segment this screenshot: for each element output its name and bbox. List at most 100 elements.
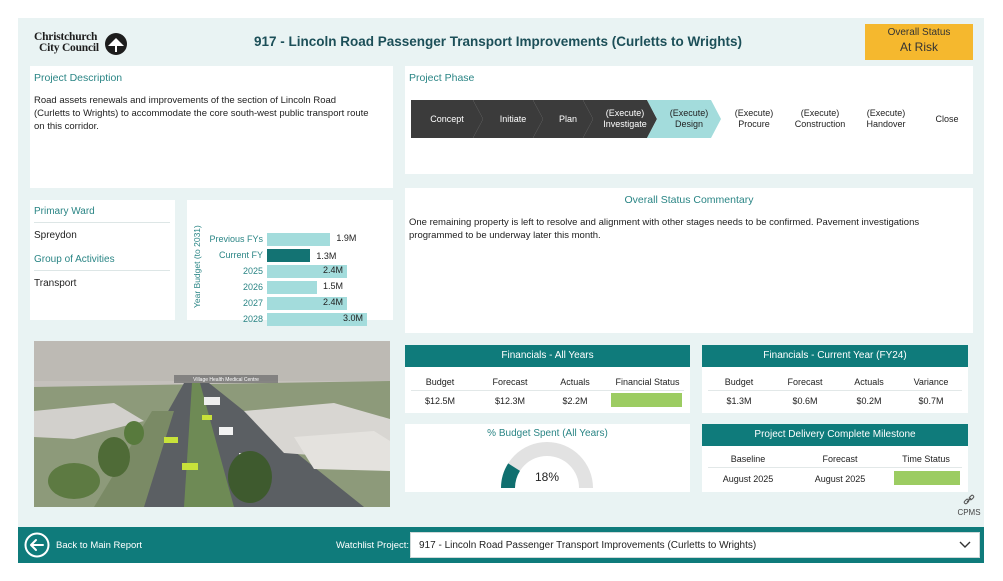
budget-bar[interactable]	[267, 233, 331, 246]
financials-all-years-card: Financials - All Years Budget Forecast A…	[405, 345, 690, 413]
budget-bar-area: Previous FYs 1.9M Current FY 1.3M 2025 2.4M 20…	[187, 200, 393, 326]
bar-value-label: 1.3M	[316, 251, 337, 261]
phase-step-line2: Construction	[794, 119, 846, 129]
overall-status-label: Overall Status	[887, 27, 951, 38]
budget-bar[interactable]	[267, 313, 367, 326]
budget-bar[interactable]	[267, 265, 347, 278]
budget-spent-gauge-card: % Budget Spent (All Years) 18%	[405, 424, 690, 492]
fin-cur-header-actuals: Actuals	[854, 377, 884, 387]
status-commentary-card: Overall Status Commentary One remaining …	[405, 188, 973, 333]
back-button[interactable]	[24, 532, 50, 558]
budget-bar[interactable]	[267, 297, 347, 310]
overall-status-badge: Overall Status At Risk	[865, 24, 973, 60]
project-phase-title: Project Phase	[409, 72, 475, 84]
fin-all-header-status: Financial Status	[615, 377, 680, 387]
phase-step-concept: Concept	[411, 100, 483, 138]
fin-cur-forecast-value: $0.6M	[792, 396, 818, 406]
phase-step-line1: (Execute)	[734, 108, 774, 118]
watchlist-label: Watchlist Project:	[336, 540, 410, 551]
council-logo: Christchurch City Council	[34, 31, 134, 58]
watchlist-selected-value: 917 - Lincoln Road Passenger Transport I…	[419, 540, 757, 551]
fin-cur-header-budget: Budget	[724, 377, 754, 387]
phase-step-line1: Concept	[430, 113, 464, 124]
phase-step-line1: Close	[935, 113, 959, 124]
phase-step-line2: Investigate	[603, 119, 647, 129]
dashboard-page: Christchurch City Council 917 - Lincoln …	[18, 18, 984, 563]
phase-step-line1: (Execute)	[800, 108, 840, 118]
phase-step-line2: Procure	[738, 119, 770, 129]
page-title: 917 - Lincoln Road Passenger Transport I…	[253, 34, 743, 49]
link-icon	[963, 494, 975, 505]
time-status-indicator	[894, 471, 960, 485]
project-description-card: Project Description Road assets renewals…	[30, 66, 393, 188]
bar-value-label: 1.5M	[323, 281, 344, 291]
watchlist-project-select[interactable]: 917 - Lincoln Road Passenger Transport I…	[410, 532, 980, 558]
bar-value-label: 2.4M	[323, 297, 344, 307]
fin-cur-header-forecast: Forecast	[787, 377, 823, 387]
budget-spent-title: % Budget Spent (All Years)	[487, 428, 608, 439]
fin-all-header-budget: Budget	[425, 377, 455, 387]
primary-ward-label: Primary Ward	[34, 206, 95, 217]
project-render-image: Village Health Medical Centre	[34, 341, 390, 507]
bar-category-label: 2025	[242, 266, 263, 276]
phase-step-investigate: (Execute) Investigate	[583, 100, 657, 138]
phase-step-line1: Initiate	[499, 113, 527, 124]
phase-step-initiate: Initiate	[473, 100, 543, 138]
budget-spent-value: 18%	[534, 470, 560, 484]
fin-all-forecast-value: $12.3M	[494, 396, 526, 406]
phase-step-plan: Plan	[533, 100, 593, 138]
footer-bar: Back to Main Report Watchlist Project: 9…	[18, 527, 984, 563]
divider	[708, 390, 962, 391]
bar-category-label: Current FY	[218, 250, 263, 260]
year-budget-chart-card: Year Budget (to 2031) Previous FYs 1.9M Cu…	[187, 200, 393, 326]
delivery-milestone-title: Project Delivery Complete Milestone	[702, 424, 968, 446]
overall-status-value: At Risk	[899, 40, 938, 54]
project-description-text: Road assets renewals and improvements of…	[34, 95, 369, 132]
cpms-link[interactable]: CPMS	[954, 494, 984, 517]
financials-current-year-title: Financials - Current Year (FY24)	[702, 345, 968, 367]
phase-step-line1: Plan	[558, 113, 577, 124]
fin-cur-budget-value: $1.3M	[726, 396, 752, 406]
back-to-main-report-link[interactable]: Back to Main Report	[56, 540, 143, 551]
ward-card: Primary Ward Spreydon Group of Activitie…	[30, 200, 175, 320]
primary-ward-value: Spreydon	[34, 230, 77, 241]
phase-step-line2: Handover	[866, 119, 906, 129]
bar-category-label: 2027	[242, 298, 263, 308]
milestone-header-baseline: Baseline	[730, 454, 766, 464]
divider	[34, 222, 170, 223]
road-render-illustration: Village Health Medical Centre	[34, 341, 390, 507]
phase-step-close: Close	[909, 100, 975, 138]
divider	[708, 467, 962, 468]
milestone-forecast-value: August 2025	[814, 474, 866, 484]
status-commentary-title: Overall Status Commentary	[624, 194, 754, 206]
phase-step-line2: Design	[674, 119, 703, 129]
group-of-activities-value: Transport	[34, 278, 77, 289]
fin-cur-header-variance: Variance	[913, 377, 949, 387]
fin-cur-variance-value: $0.7M	[918, 396, 944, 406]
phase-step-procure: (Execute) Procure	[711, 100, 787, 138]
financials-current-year-card: Financials - Current Year (FY24) Budget …	[702, 345, 968, 413]
fin-all-budget-value: $12.5M	[424, 396, 456, 406]
fin-all-header-actuals: Actuals	[560, 377, 590, 387]
bar-category-label: Previous FYs	[209, 234, 263, 244]
chevron-down-icon	[959, 541, 971, 548]
council-emblem-icon	[105, 33, 127, 55]
budget-spent-gauge	[501, 442, 593, 488]
bar-value-label: 2.4M	[323, 265, 344, 275]
phase-step-design: (Execute) Design	[647, 100, 721, 138]
financials-all-years-title: Financials - All Years	[405, 345, 690, 367]
budget-bar[interactable]	[267, 281, 317, 294]
divider	[34, 270, 170, 271]
phase-step-line1: (Execute)	[866, 108, 906, 118]
bar-value-label: 3.0M	[343, 313, 364, 323]
phase-step-construction: (Execute) Construction	[777, 100, 853, 138]
budget-bar[interactable]	[267, 249, 311, 262]
phase-step-handover: (Execute) Handover	[843, 100, 919, 138]
bar-category-label: 2028	[242, 314, 263, 324]
cpms-label: CPMS	[957, 508, 981, 517]
phase-chevron-row: Concept Initiate Plan (Execute) Investigate(…	[411, 100, 971, 138]
phase-step-line1: (Execute)	[669, 108, 709, 118]
group-of-activities-label: Group of Activities	[34, 254, 115, 265]
phase-step-line1: (Execute)	[605, 108, 645, 118]
fin-all-actuals-value: $2.2M	[562, 396, 588, 406]
